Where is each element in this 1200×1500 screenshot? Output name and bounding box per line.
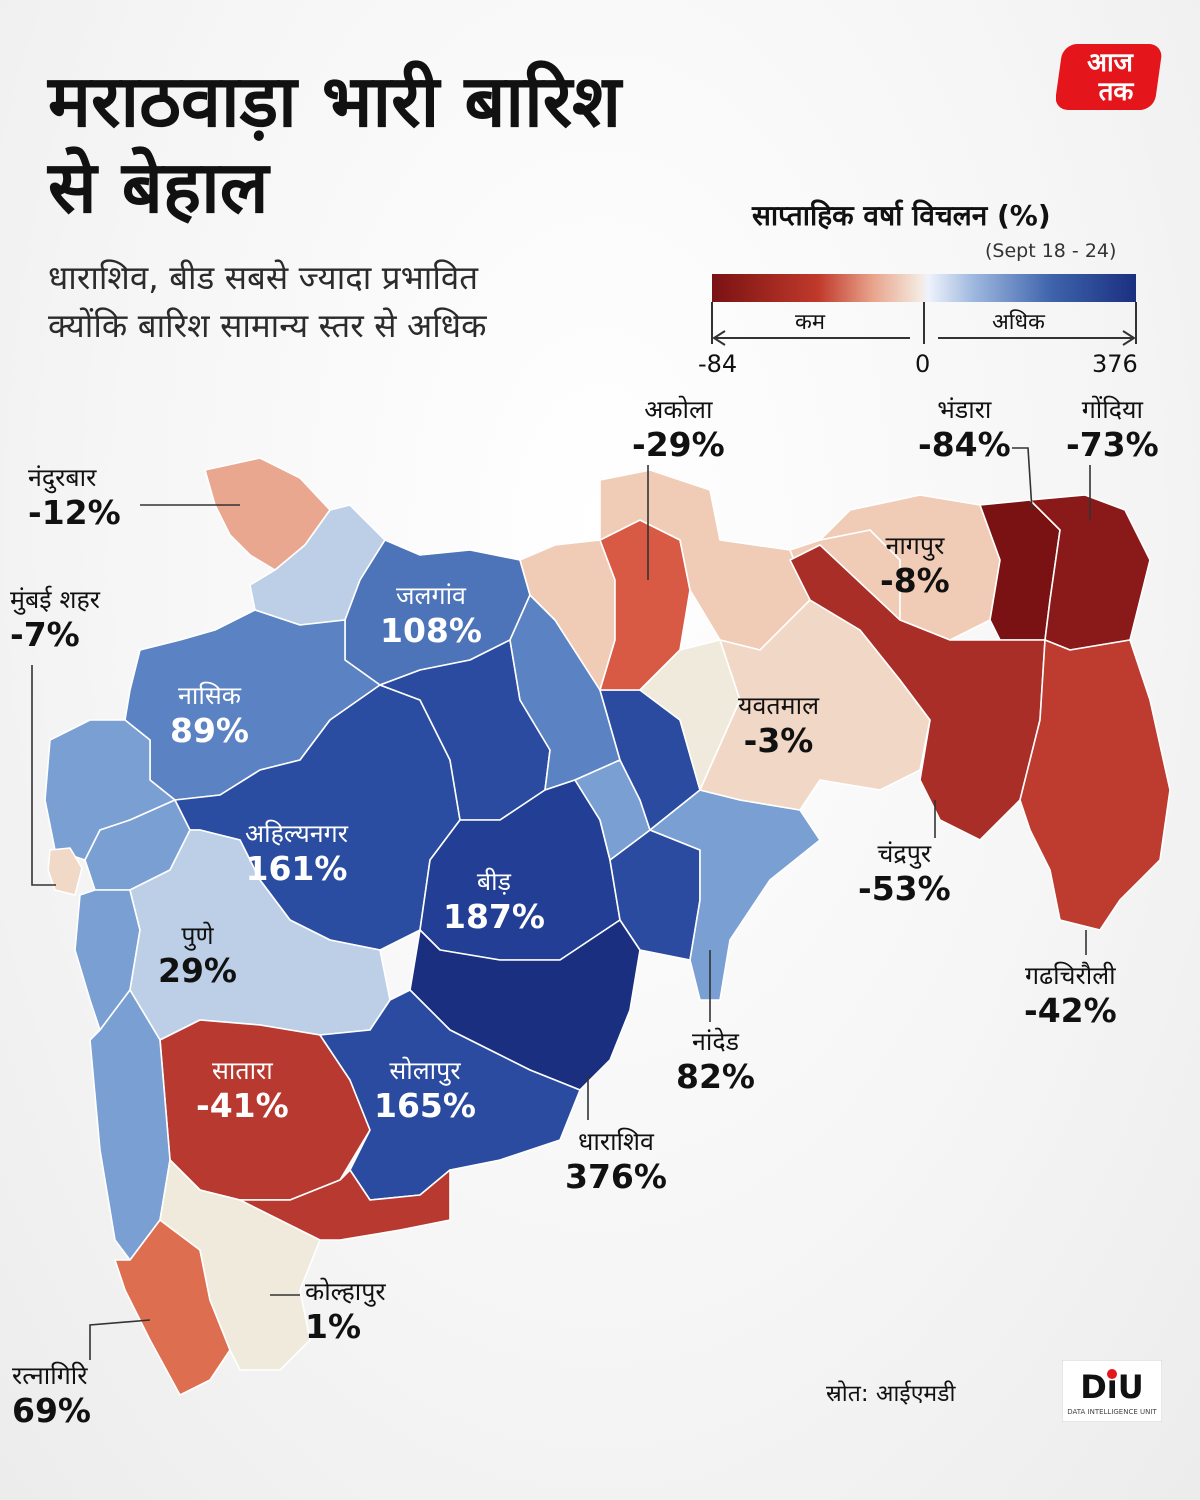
label-bhandara: भंडारा -84%	[918, 395, 1011, 464]
legend-period: (Sept 18 - 24)	[985, 240, 1117, 262]
label-kolhapur: कोल्हापुर 1%	[305, 1277, 386, 1346]
logo-text-top: आज	[1087, 48, 1135, 78]
source-credit: स्रोत: आईएमडी	[826, 1381, 956, 1407]
label-akola: अकोला -29%	[632, 395, 725, 464]
label-nandurbar: नंदुरबार -12%	[28, 463, 121, 532]
label-solapur: सोलापुर 165%	[374, 1056, 476, 1125]
aajtak-logo: आज तक	[1056, 44, 1162, 110]
page-title: मराठवाड़ा भारी बारिश से बेहाल	[48, 58, 621, 230]
leader-bhandara	[1012, 447, 1033, 511]
label-gadchiroli: गढचिरौली -42%	[1024, 961, 1117, 1030]
leader-mumbai	[31, 665, 56, 886]
label-yavatmal: यवतमाल -3%	[738, 691, 820, 760]
leader-ratnagiri	[89, 1319, 151, 1360]
label-beed: बीड़ 187%	[443, 867, 545, 936]
subtitle: धाराशिव, बीड सबसे ज्यादा प्रभावित क्योंक…	[48, 254, 486, 350]
label-satara: सातारा -41%	[196, 1056, 289, 1125]
legend-less-label: कम	[795, 310, 826, 335]
title-line-1: मराठवाड़ा भारी बारिश	[48, 59, 622, 143]
label-gondia: गोंदिया -73%	[1066, 395, 1159, 464]
subtitle-line-1: धाराशिव, बीड सबसे ज्यादा प्रभावित	[48, 258, 479, 297]
subtitle-line-2: क्योंकि बारिश सामान्य स्तर से अधिक	[48, 306, 487, 345]
district-mumbai	[47, 847, 83, 896]
legend-title: साप्ताहिक वर्षा विचलन (%)	[752, 199, 1051, 232]
legend-more-label: अधिक	[992, 310, 1045, 335]
district-sangli	[239, 1169, 451, 1241]
label-jalgaon: जलगांव 108%	[380, 581, 482, 650]
label-nagpur: नागपुर -8%	[880, 531, 950, 600]
diu-logo: DiU DATA INTELLIGENCE UNIT	[1062, 1360, 1162, 1422]
district-solapur	[319, 989, 581, 1201]
title-line-2: से बेहाल	[48, 145, 269, 229]
label-pune: पुणे 29%	[158, 921, 237, 990]
legend-max-tick: 376	[1092, 350, 1138, 378]
label-chandrapur: चंद्रपुर -53%	[858, 839, 951, 908]
district-chandrapur	[789, 544, 1046, 841]
legend-arrows	[711, 302, 1137, 346]
label-nanded: नांदेड 82%	[676, 1027, 755, 1096]
diu-tagline: DATA INTELLIGENCE UNIT	[1067, 1408, 1157, 1416]
label-mumbai: मुंबई शहर -7%	[10, 585, 100, 654]
label-dharashiv: धाराशिव 376%	[565, 1127, 667, 1196]
legend-color-scale	[712, 274, 1136, 302]
label-nashik: नासिक 89%	[170, 681, 249, 750]
label-ahilyanagar: अहिल्यनगर 161%	[245, 819, 348, 888]
legend-mid-tick: 0	[915, 350, 931, 378]
logo-text-bottom: तक	[1098, 77, 1135, 107]
district-gadchiroli	[1019, 639, 1171, 931]
legend-min-tick: -84	[698, 350, 738, 378]
label-ratnagiri: रत्नागिरि 69%	[12, 1361, 91, 1430]
